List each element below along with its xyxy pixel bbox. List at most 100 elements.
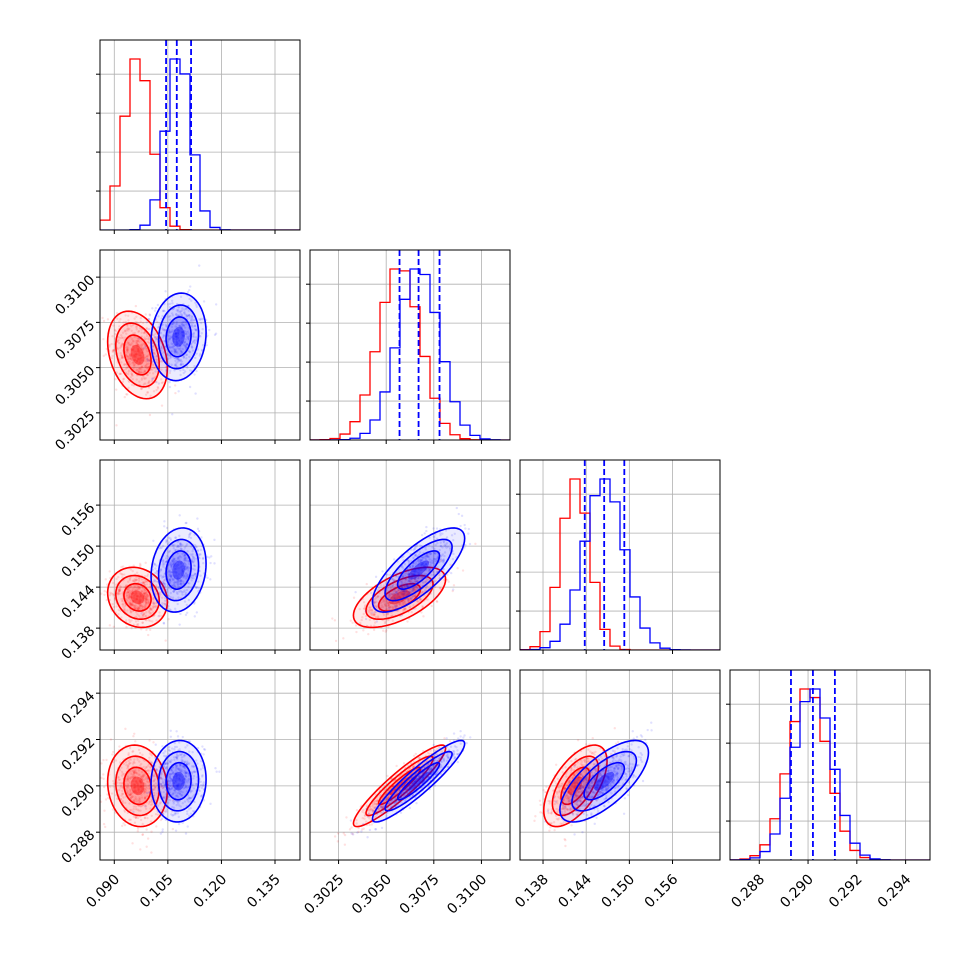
sample-point <box>102 338 104 340</box>
sample-point <box>103 810 105 812</box>
sample-point <box>446 579 448 581</box>
sample-point <box>109 624 111 626</box>
sample-point <box>362 629 364 631</box>
y-tick-label: 0.294 <box>59 688 99 728</box>
sample-point <box>335 640 337 642</box>
sample-point <box>196 611 198 613</box>
sample-point <box>193 373 195 375</box>
sample-point <box>462 569 464 571</box>
sample-point <box>208 329 210 331</box>
sample-point <box>150 851 152 853</box>
sample-point <box>163 520 165 522</box>
sample-point <box>371 823 373 825</box>
sample-point <box>432 744 434 746</box>
sample-point <box>350 620 352 622</box>
sample-point <box>214 767 216 769</box>
sample-point <box>395 765 397 767</box>
sample-point <box>124 728 126 730</box>
panel-content <box>310 460 510 650</box>
sample-point <box>453 732 455 734</box>
sample-point <box>144 345 146 347</box>
sample-point <box>452 588 454 590</box>
sample-point <box>148 739 150 741</box>
sample-point <box>107 318 109 320</box>
x-tick-label: 0.105 <box>137 872 177 912</box>
x-tick-label: 0.135 <box>244 872 284 912</box>
sample-point <box>474 543 476 545</box>
sample-point <box>103 590 105 592</box>
sample-point <box>103 320 105 322</box>
sample-point <box>177 735 179 737</box>
sample-point <box>100 762 102 764</box>
histogram-blue <box>310 269 510 440</box>
sample-point <box>149 359 151 361</box>
sample-point <box>100 777 102 779</box>
sample-point <box>149 629 151 631</box>
sample-point <box>422 615 424 617</box>
sample-point <box>163 622 165 624</box>
sample-point <box>449 740 451 742</box>
sample-point <box>113 626 115 628</box>
sample-point <box>428 592 430 594</box>
sample-point <box>201 745 203 747</box>
sample-point <box>166 527 168 529</box>
sample-point <box>161 745 163 747</box>
y-tick-label: 0.150 <box>59 541 99 581</box>
sample-point <box>125 393 127 395</box>
sample-point <box>186 612 188 614</box>
sample-point <box>103 823 105 825</box>
sample-point <box>209 803 211 805</box>
sample-point <box>132 735 134 737</box>
sample-point <box>170 730 172 732</box>
sample-point <box>356 809 358 811</box>
sample-point <box>147 360 149 362</box>
sample-point <box>149 414 151 416</box>
sample-point <box>344 844 346 846</box>
sample-point <box>161 830 163 832</box>
sample-point <box>423 532 425 534</box>
y-tick-label: 0.156 <box>59 500 99 540</box>
sample-point <box>360 598 362 600</box>
sample-point <box>349 828 351 830</box>
sample-point <box>140 582 142 584</box>
sample-point <box>172 828 174 830</box>
sample-point <box>111 753 113 755</box>
sample-point <box>400 614 402 616</box>
sample-point <box>148 350 150 352</box>
sample-point <box>178 514 180 516</box>
sample-point <box>215 771 217 773</box>
sample-point <box>185 614 187 616</box>
sample-point <box>203 748 205 750</box>
sample-point <box>381 570 383 572</box>
x-tick-label: 0.090 <box>83 872 123 912</box>
sample-point <box>342 637 344 639</box>
sample-point <box>198 264 200 266</box>
sample-point <box>355 631 357 633</box>
sample-point <box>103 594 105 596</box>
sample-point <box>179 613 181 615</box>
y-tick-label: 0.3050 <box>52 363 98 409</box>
sample-point <box>137 830 139 832</box>
sample-point <box>105 353 107 355</box>
sample-point <box>218 771 220 773</box>
sample-point <box>114 378 116 380</box>
sample-point <box>375 611 377 613</box>
y-tick-label: 0.3075 <box>52 317 98 363</box>
sample-point <box>159 815 161 817</box>
sample-point <box>353 597 355 599</box>
sample-point <box>213 562 215 564</box>
sample-point <box>124 396 126 398</box>
sample-point <box>102 759 104 761</box>
sample-point <box>161 818 163 820</box>
sample-point <box>210 555 212 557</box>
sample-point <box>196 517 198 519</box>
sample-point <box>419 598 421 600</box>
sample-point <box>195 370 197 372</box>
sample-point <box>152 741 154 743</box>
sample-point <box>403 762 405 764</box>
sample-point <box>406 620 408 622</box>
sample-point <box>102 778 104 780</box>
